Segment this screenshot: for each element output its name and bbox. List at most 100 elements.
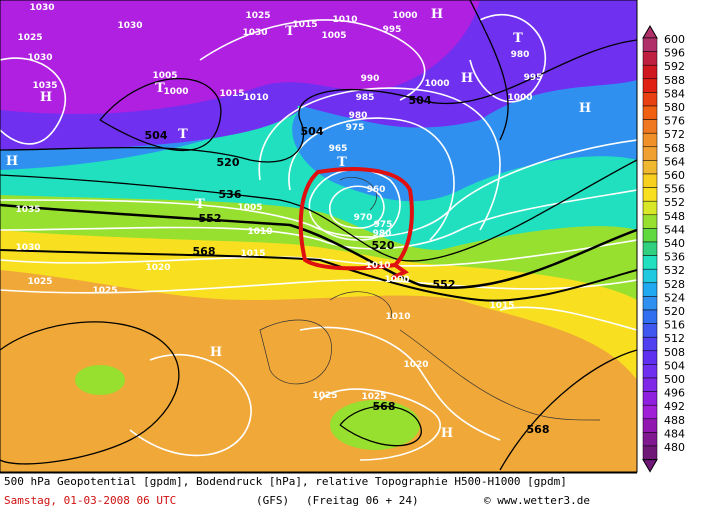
colorbar-swatch (642, 92, 658, 107)
colorbar-swatch (642, 364, 658, 379)
isoline-label: 1030 (15, 243, 40, 253)
isoline-label: 990 (361, 74, 380, 84)
isoline-label: 960 (367, 185, 386, 195)
colorbar-swatch (642, 282, 658, 297)
colorbar-label: 564 (664, 155, 685, 168)
isoline-label: 568 (193, 245, 216, 258)
pressure-center: H (461, 71, 473, 86)
colorbar-swatch (642, 432, 658, 447)
isoline-label: 985 (356, 93, 375, 103)
colorbar-swatch (642, 418, 658, 433)
pressure-center: T (155, 81, 165, 96)
colorbar-swatch (642, 51, 658, 66)
colorbar-label: 600 (664, 33, 685, 46)
colorbar-label: 536 (664, 251, 685, 264)
isoline-label: 1035 (32, 81, 57, 91)
colorbar-label: 560 (664, 169, 685, 182)
footer-date: Samstag, 01-03-2008 06 UTC (4, 494, 176, 507)
isoline-label: 1025 (92, 286, 117, 296)
colorbar-label: 576 (664, 115, 685, 128)
colorbar-swatch (642, 268, 658, 284)
isoline-label: 1000 (507, 93, 532, 103)
isoline-label: 1010 (385, 312, 410, 322)
isoline-label: 1025 (245, 11, 270, 21)
isoline-label: 980 (349, 111, 368, 121)
isoline-label: 980 (373, 229, 392, 239)
green-patch (330, 400, 420, 450)
isoline-label: 1025 (17, 33, 42, 43)
pressure-center: T (513, 31, 523, 46)
colorbar-swatch (642, 78, 658, 93)
pressure-center: H (579, 101, 591, 116)
colorbar-label: 504 (664, 359, 685, 372)
footer-run: (Freitag 06 + 24) (306, 494, 419, 507)
isoline-label: 1015 (292, 20, 317, 30)
geopotential-lines (0, 0, 638, 471)
colorbar-swatch (642, 37, 658, 52)
isoline-label: 1030 (27, 53, 52, 63)
colorbar-swatch (642, 391, 658, 406)
colorbar-label: 572 (664, 128, 685, 141)
isoline-label: 1030 (29, 3, 54, 13)
colorbar-label: 532 (664, 264, 685, 277)
colorbar-swatch (642, 146, 658, 161)
colorbar-swatch (642, 241, 658, 256)
colorbar-label: 596 (664, 47, 685, 60)
map-frame (0, 0, 638, 473)
isoline-label: 504 (409, 94, 432, 107)
colorbar-swatch (642, 173, 658, 188)
footer-model: (GFS) (256, 494, 289, 507)
colorbar-swatch (642, 200, 658, 216)
isoline-label: 1010 (243, 93, 268, 103)
colorbar-swatch (642, 336, 658, 352)
colorbar-label: 492 (664, 400, 685, 413)
isoline-label: 1030 (117, 21, 142, 31)
isoline-label: 1020 (403, 360, 428, 370)
colorbar-arrow-bottom (642, 459, 658, 473)
colorbar-label: 484 (664, 427, 685, 440)
colorbar-swatch (642, 214, 658, 229)
isoline-label: 1000 (384, 275, 409, 285)
isoline-label: 1000 (424, 79, 449, 89)
colorbar-swatch (642, 105, 658, 120)
isoline-label: 975 (374, 220, 393, 230)
isoline-label: 995 (383, 25, 402, 35)
colorbar-swatch (642, 228, 658, 243)
isoline-label: 552 (199, 212, 222, 225)
isoline-label: 1015 (219, 89, 244, 99)
colorbar-label: 556 (664, 183, 685, 196)
colorbar-swatch (642, 255, 658, 270)
colorbar-label: 588 (664, 74, 685, 87)
pressure-center: T (195, 197, 205, 212)
isoline-label: 1030 (242, 28, 267, 38)
isoline-label: 1005 (321, 31, 346, 41)
colorbar-swatch (642, 323, 658, 338)
colorbar-label: 508 (664, 346, 685, 359)
isoline-label: 1000 (392, 11, 417, 21)
colorbar-label: 516 (664, 319, 685, 332)
isoline-label: 1010 (332, 15, 357, 25)
pressure-center: T (285, 24, 295, 39)
map: 1025103010351030100510151010100010301025… (0, 0, 638, 473)
isoline-label: 552 (433, 278, 456, 291)
footer-copyright: © www.wetter3.de (484, 494, 590, 507)
colorbar-label: 540 (664, 237, 685, 250)
isoline-label: 1010 (247, 227, 272, 237)
colorbar-swatch (642, 132, 658, 148)
isoline-label: 1025 (361, 392, 386, 402)
colorbar-label: 480 (664, 441, 685, 454)
colorbar-swatch (642, 309, 658, 324)
isoline-label: 1025 (312, 391, 337, 401)
isoline-label: 1025 (27, 277, 52, 287)
colorbar-swatch (642, 119, 658, 134)
isoline-label: 1005 (237, 203, 262, 213)
isoline-label: 1015 (489, 301, 514, 311)
isoline-label: 965 (329, 144, 348, 154)
colorbar-label: 552 (664, 196, 685, 209)
isoline-label: 1005 (152, 71, 177, 81)
colorbar-label: 496 (664, 387, 685, 400)
colorbar-label: 488 (664, 414, 685, 427)
isoline-label: 975 (346, 123, 365, 133)
isobars (0, 14, 638, 461)
isoline-label: 995 (524, 73, 543, 83)
